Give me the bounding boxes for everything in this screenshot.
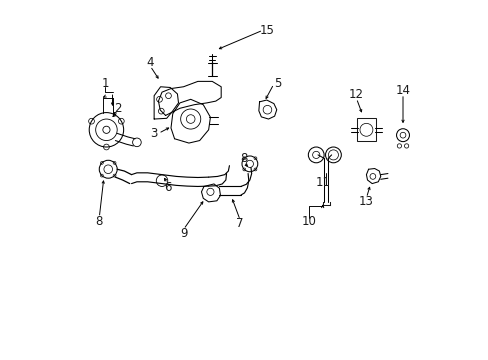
Text: 3: 3	[150, 127, 158, 140]
Text: 12: 12	[348, 88, 363, 101]
Text: 2: 2	[114, 103, 122, 116]
Text: 15: 15	[259, 24, 274, 37]
Text: 9: 9	[180, 226, 187, 239]
Text: 8: 8	[95, 215, 103, 228]
Text: 4: 4	[146, 56, 154, 69]
Text: 13: 13	[358, 195, 373, 208]
Text: 7: 7	[236, 217, 244, 230]
Text: 11: 11	[315, 176, 330, 189]
Text: 8: 8	[240, 152, 247, 165]
Text: 14: 14	[395, 84, 409, 97]
Text: 10: 10	[301, 215, 316, 228]
Text: 1: 1	[102, 77, 109, 90]
Text: 5: 5	[273, 77, 281, 90]
Text: 6: 6	[163, 181, 171, 194]
